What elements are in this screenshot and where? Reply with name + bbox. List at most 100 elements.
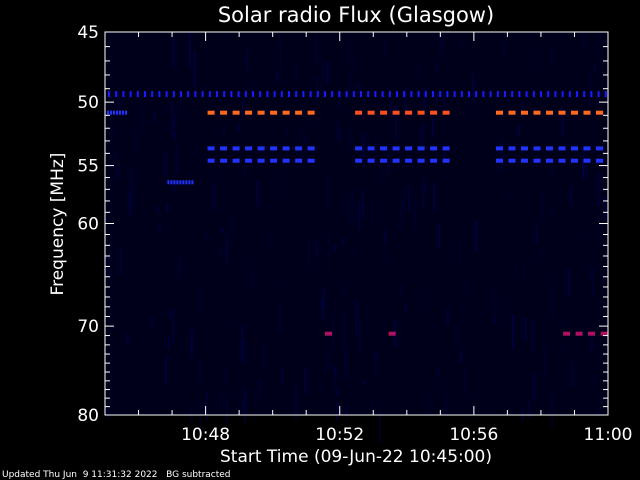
noise-streak (550, 50, 553, 63)
noise-streak (532, 372, 535, 402)
noise-streak (295, 385, 297, 419)
noise-streak (345, 346, 348, 381)
noise-streak (336, 387, 339, 396)
emission-mark (439, 91, 442, 98)
emission-mark (521, 158, 528, 163)
noise-streak (105, 218, 108, 225)
noise-streak (603, 195, 606, 219)
emission-mark (270, 110, 278, 115)
emission-mark (259, 91, 262, 98)
noise-streak (589, 72, 592, 106)
emission-mark (257, 158, 265, 163)
noise-streak (434, 35, 437, 47)
noise-streak (535, 225, 538, 244)
noise-streak (408, 185, 411, 212)
noise-streak (355, 301, 358, 335)
emission-mark (182, 180, 185, 185)
emission-mark (338, 91, 341, 98)
emission-mark (309, 91, 312, 98)
noise-streak (281, 166, 284, 200)
noise-streak (334, 243, 337, 253)
noise-streak (387, 145, 390, 174)
noise-streak (327, 225, 330, 259)
emission-mark (380, 158, 388, 163)
emission-mark (410, 91, 413, 98)
emission-mark (482, 91, 485, 98)
emission-mark (187, 91, 190, 98)
noise-streak (541, 190, 544, 221)
emission-mark (374, 91, 377, 98)
emission-mark (430, 110, 438, 115)
noise-streak (543, 347, 546, 377)
noise-streak (525, 318, 528, 342)
emission-mark (571, 110, 578, 115)
noise-streak (106, 406, 109, 421)
emission-mark (540, 91, 542, 98)
emission-mark (232, 110, 240, 115)
noise-streak (179, 96, 182, 117)
noise-streak (146, 87, 149, 103)
noise-streak (130, 166, 133, 202)
emission-mark (532, 91, 535, 98)
emission-mark (165, 91, 168, 98)
emission-mark (446, 91, 449, 98)
noise-streak (337, 92, 340, 108)
emission-mark (122, 91, 125, 98)
emission-mark (288, 91, 290, 98)
noise-streak (431, 117, 434, 138)
noise-streak (221, 227, 224, 234)
emission-mark (468, 91, 470, 98)
noise-streak (243, 167, 246, 178)
noise-streak (401, 189, 404, 219)
noise-streak (167, 335, 170, 350)
noise-streak (225, 370, 227, 384)
noise-streak (191, 326, 193, 354)
emission-mark (360, 91, 362, 98)
emission-mark (266, 91, 269, 98)
emission-mark (325, 331, 332, 336)
emission-mark (442, 146, 450, 151)
emission-mark (355, 110, 363, 115)
emission-mark (237, 91, 240, 98)
noise-streak (183, 261, 186, 269)
noise-streak (570, 186, 573, 206)
noise-streak (117, 163, 120, 180)
noise-streak (380, 158, 383, 188)
noise-streak (502, 84, 505, 91)
noise-streak (137, 168, 140, 184)
emission-mark (245, 146, 253, 151)
emission-mark (381, 91, 384, 98)
x-tick-label: 10:48 (181, 425, 230, 445)
noise-streak (414, 197, 417, 230)
noise-streak (198, 148, 201, 173)
noise-streak (172, 36, 175, 69)
noise-streak (423, 183, 426, 193)
noise-streak (500, 138, 503, 173)
noise-streak (242, 101, 245, 116)
noise-streak (140, 93, 143, 118)
x-tick-label: 10:52 (315, 425, 364, 445)
emission-mark (252, 91, 254, 98)
emission-mark (172, 91, 175, 98)
noise-streak (590, 337, 593, 351)
emission-mark (558, 158, 566, 163)
noise-streak (308, 238, 311, 269)
noise-streak (232, 213, 235, 235)
emission-mark (232, 158, 240, 163)
noise-streak (493, 314, 496, 325)
emission-mark (388, 91, 391, 98)
noise-streak (229, 217, 232, 227)
noise-streak (126, 333, 129, 343)
noise-streak (305, 135, 308, 142)
y-tick-label: 55 (77, 157, 99, 177)
emission-mark (180, 91, 182, 98)
noise-streak (205, 234, 208, 241)
noise-streak (262, 344, 265, 367)
emission-mark (119, 110, 121, 115)
emission-mark (521, 146, 528, 151)
emission-mark (245, 110, 253, 115)
y-tick-label: 60 (77, 215, 99, 235)
emission-mark (558, 110, 566, 115)
emission-mark (173, 180, 176, 185)
emission-mark (460, 91, 463, 98)
